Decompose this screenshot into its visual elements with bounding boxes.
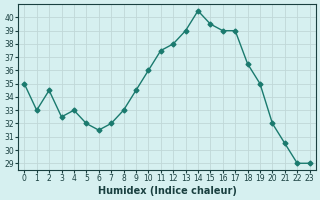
X-axis label: Humidex (Indice chaleur): Humidex (Indice chaleur) bbox=[98, 186, 236, 196]
